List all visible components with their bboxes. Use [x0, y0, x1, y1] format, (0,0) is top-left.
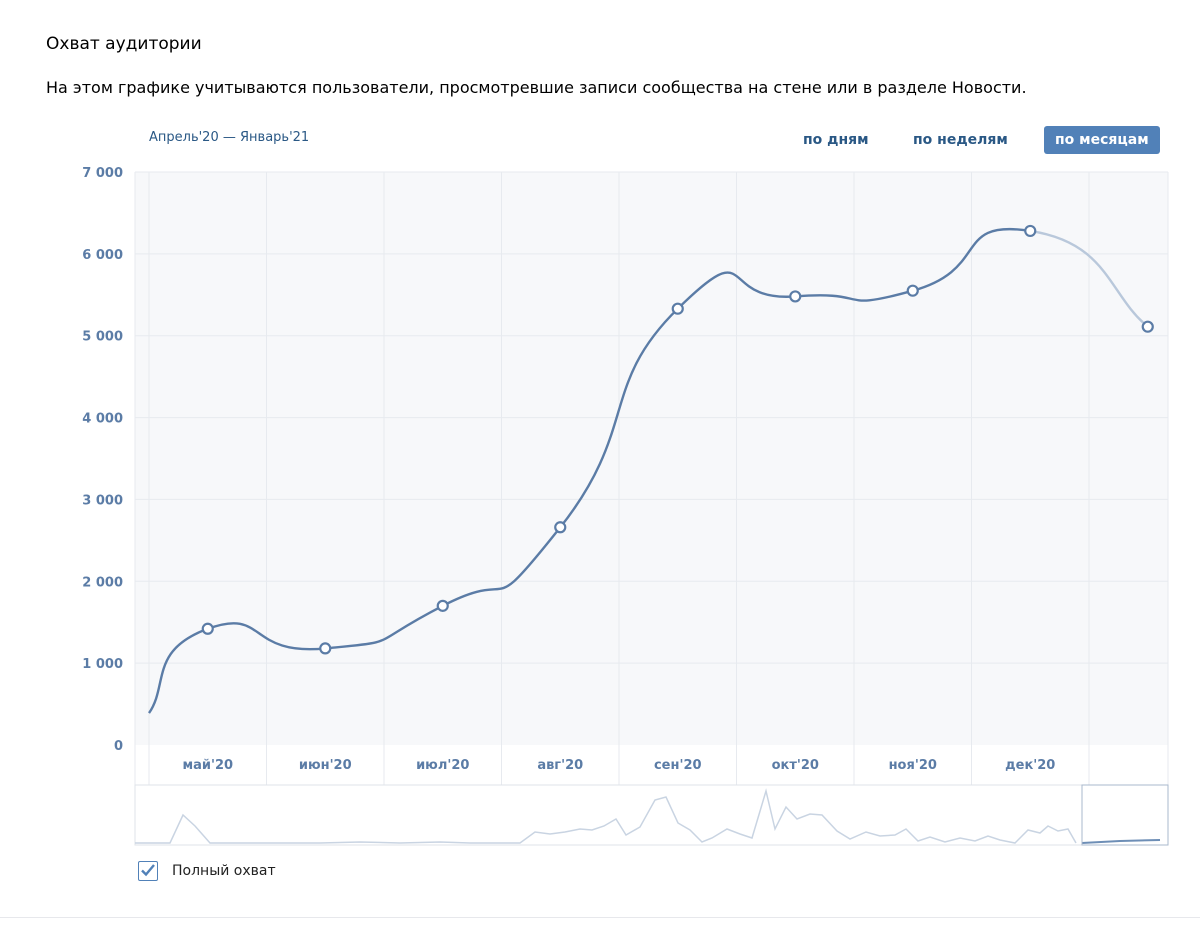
legend-label: Полный охват — [172, 863, 276, 879]
legend: Полный охват — [138, 861, 276, 881]
data-point — [436, 599, 449, 612]
data-point — [319, 642, 332, 655]
reach-chart: 0 1 000 2 000 3 000 4 000 5 000 6 000 7 000 май'… — [82, 166, 1169, 846]
y-tick-label: 7 000 — [82, 166, 123, 181]
y-tick-label: 6 000 — [82, 248, 123, 263]
chart-description: На этом графике учитываются пользователи… — [46, 78, 1027, 97]
x-tick-label: июл'20 — [416, 758, 469, 773]
y-tick-label: 3 000 — [82, 493, 123, 508]
x-tick-label: сен'20 — [654, 758, 702, 773]
series-line-partial — [1030, 229, 1149, 328]
data-point — [906, 284, 919, 297]
navigator-series — [135, 788, 1077, 844]
navigator — [134, 784, 1169, 846]
x-tick-label: дек'20 — [1005, 758, 1055, 773]
x-tick-label: окт'20 — [772, 758, 819, 773]
y-tick-label: 4 000 — [82, 412, 123, 427]
data-point — [554, 521, 567, 534]
full-reach-checkbox[interactable] — [138, 861, 158, 881]
plot-area — [135, 172, 1168, 745]
period-days-button[interactable]: по дням — [803, 132, 869, 148]
period-weeks-button[interactable]: по неделям — [913, 132, 1008, 148]
data-point — [201, 622, 214, 635]
y-tick-label: 2 000 — [82, 575, 123, 590]
data-point — [1141, 320, 1154, 333]
series-line — [148, 227, 1031, 714]
x-tick-label: май'20 — [182, 758, 233, 773]
period-months-button[interactable]: по месяцам — [1044, 126, 1160, 154]
navigator-selection — [1081, 784, 1169, 846]
checkmark-icon — [141, 864, 155, 877]
data-point — [789, 290, 802, 303]
x-tick-label: июн'20 — [299, 758, 352, 773]
x-tick-label: ноя'20 — [889, 758, 937, 773]
y-tick-label: 5 000 — [82, 330, 123, 345]
data-point — [671, 302, 684, 315]
date-range-label: Апрель'20 — Январь'21 — [149, 130, 310, 145]
navigator-selected-series — [1081, 839, 1161, 844]
data-point — [1024, 224, 1037, 238]
page-title: Охват аудитории — [46, 34, 202, 54]
x-tick-label: авг'20 — [537, 758, 583, 773]
y-tick-label: 0 — [114, 739, 123, 754]
divider — [0, 917, 1200, 918]
y-tick-label: 1 000 — [82, 657, 123, 672]
